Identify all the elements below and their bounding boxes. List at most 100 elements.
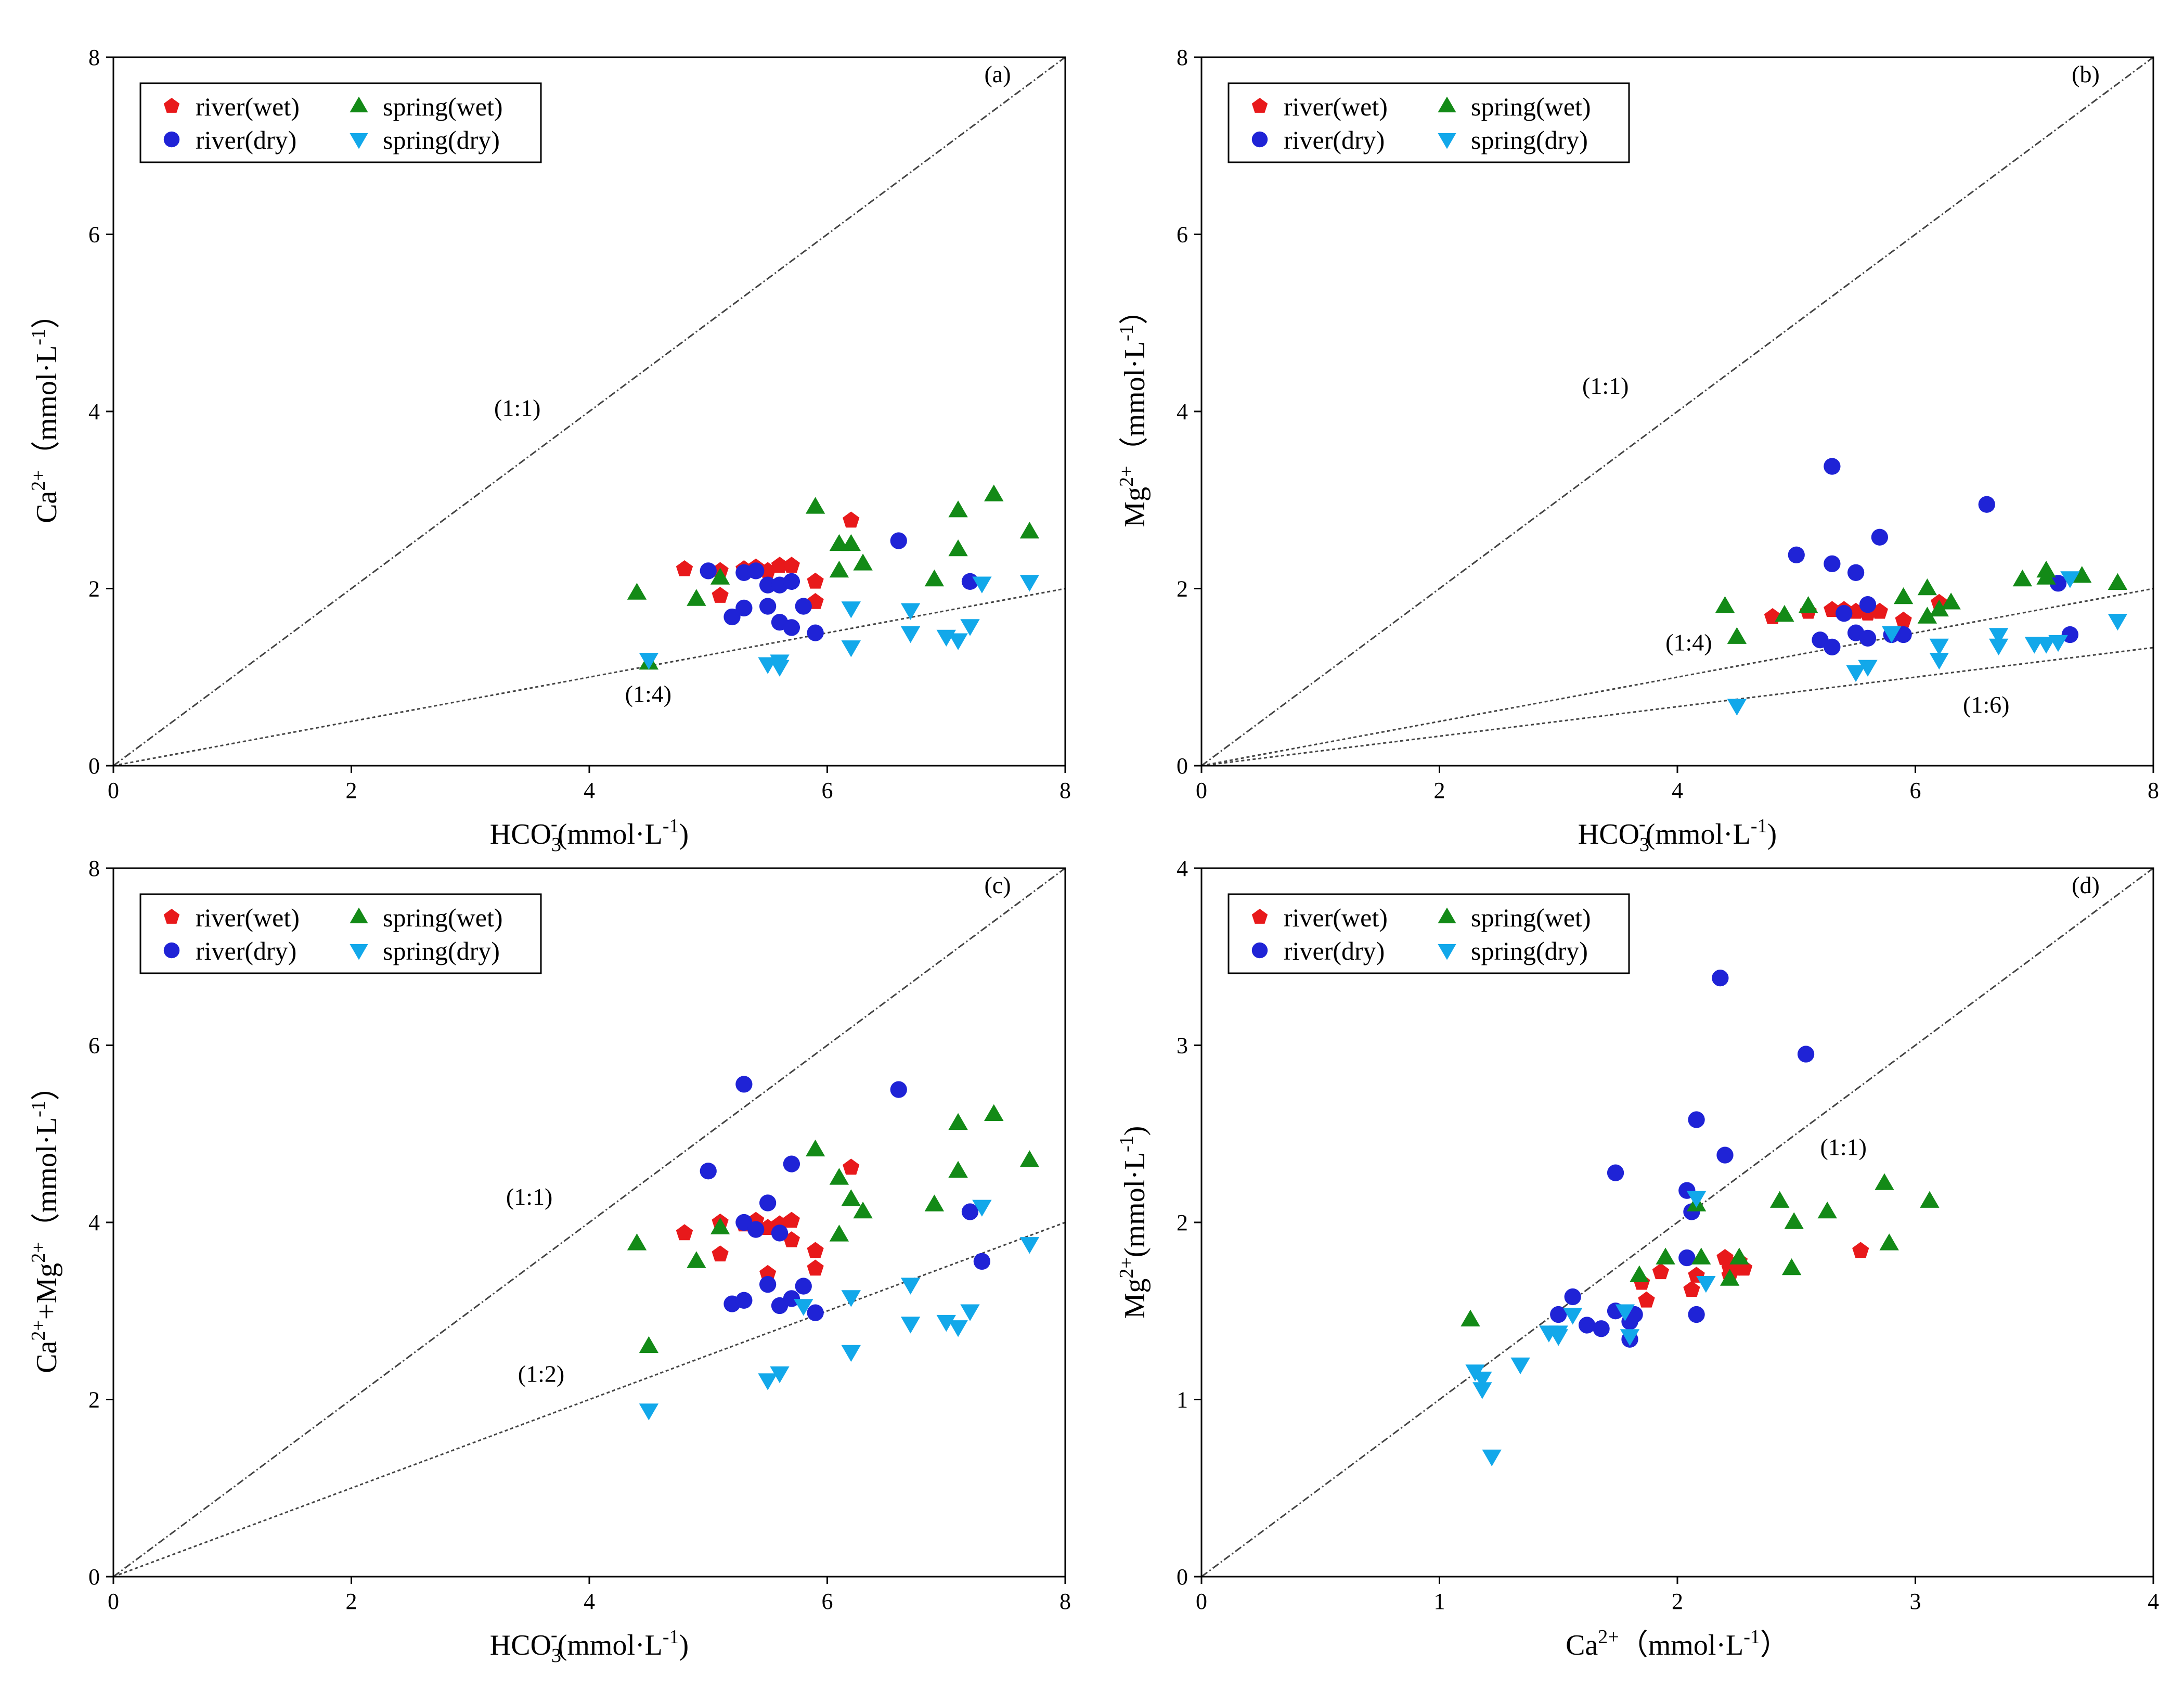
data-point-spring-wet xyxy=(2012,569,2033,587)
data-point-river-dry xyxy=(700,562,717,579)
x-tick-label: 0 xyxy=(1196,1589,1207,1614)
legend: river(wet) river(dry) spring(wet) spring(dr… xyxy=(1227,82,1630,163)
legend-label: spring(dry) xyxy=(1471,936,1588,965)
data-point-spring-wet xyxy=(1879,1233,1899,1250)
data-point-spring-dry xyxy=(841,601,861,618)
y-tick-label: 2 xyxy=(88,1387,100,1413)
data-point-river-dry xyxy=(1847,564,1865,582)
data-point-river-dry xyxy=(759,598,777,615)
data-point-river-dry xyxy=(747,562,765,579)
data-point-spring-dry xyxy=(639,1403,659,1421)
data-point-spring-wet xyxy=(1917,607,1937,624)
data-point-spring-wet xyxy=(2072,566,2092,583)
data-point-spring-wet xyxy=(948,1161,968,1178)
data-point-river-dry xyxy=(1836,605,1853,622)
data-point-river-wet xyxy=(1638,1291,1655,1308)
y-tick-label: 8 xyxy=(1177,45,1188,70)
data-point-spring-wet xyxy=(1630,1265,1649,1282)
data-point-spring-dry xyxy=(1548,1329,1568,1346)
data-point-spring-dry xyxy=(758,1373,778,1390)
legend-box xyxy=(1227,893,1630,974)
reference-line-label: (1:1) xyxy=(1820,1134,1867,1161)
legend-marker-river-wet xyxy=(163,98,180,113)
data-point-river-dry xyxy=(2061,626,2079,643)
y-axis-title: Ca2+（mmol·L-1） xyxy=(28,300,63,523)
data-point-river-dry xyxy=(735,599,753,617)
data-point-river-dry xyxy=(1678,1249,1696,1267)
y-tick-label: 0 xyxy=(1177,1564,1188,1590)
legend-marker-river-dry xyxy=(163,942,180,959)
data-point-spring-dry xyxy=(841,1290,861,1307)
legend: river(wet) river(dry) spring(wet) spring(dr… xyxy=(1227,893,1630,974)
x-tick-label: 6 xyxy=(822,1589,833,1614)
legend: river(wet) river(dry) spring(wet) spring(dr… xyxy=(139,893,542,974)
data-point-spring-wet xyxy=(805,497,825,514)
x-axis-title: HCO3-(mmol·L-1) xyxy=(1578,813,1777,856)
y-tick-label: 8 xyxy=(88,856,100,881)
data-point-spring-wet xyxy=(687,589,706,606)
data-point-spring-wet xyxy=(1781,1258,1802,1275)
data-point-spring-dry xyxy=(841,1345,861,1362)
legend-marker-river-dry xyxy=(1251,131,1268,148)
data-point-spring-dry xyxy=(770,660,790,677)
x-tick-label: 8 xyxy=(1059,1589,1071,1614)
data-point-spring-dry xyxy=(960,1304,980,1321)
y-tick-label: 8 xyxy=(88,45,100,70)
data-point-spring-dry xyxy=(1929,653,1949,670)
data-point-river-dry xyxy=(1712,969,1729,987)
data-point-river-dry xyxy=(795,1278,812,1295)
data-point-spring-wet xyxy=(1775,605,1794,622)
legend-marker-spring-wet xyxy=(350,96,368,112)
data-point-river-dry xyxy=(759,1194,777,1211)
y-tick-label: 0 xyxy=(88,753,100,779)
y-axis-title: Mg2+（mmol·L-1） xyxy=(1116,295,1151,527)
data-point-spring-wet xyxy=(1798,596,1818,613)
data-point-river-dry xyxy=(961,1203,979,1220)
data-point-spring-wet xyxy=(1715,596,1735,613)
data-point-river-dry xyxy=(1607,1164,1624,1181)
data-point-spring-wet xyxy=(1656,1247,1675,1265)
x-tick-label: 0 xyxy=(108,1589,119,1614)
reference-line-label: (1:4) xyxy=(625,680,671,707)
panel-tag: (d) xyxy=(2072,872,2100,898)
data-point-river-dry xyxy=(700,1163,717,1180)
data-point-spring-dry xyxy=(2036,637,2056,654)
data-point-spring-dry xyxy=(1988,638,2009,655)
data-point-spring-dry xyxy=(1482,1449,1502,1466)
data-point-spring-dry xyxy=(770,1366,790,1383)
data-point-spring-wet xyxy=(2108,573,2128,590)
data-point-spring-dry xyxy=(639,653,659,670)
data-point-spring-dry xyxy=(900,1317,921,1334)
data-point-spring-wet xyxy=(924,569,945,587)
reference-line-label: (1:1) xyxy=(506,1183,552,1210)
legend-label: spring(wet) xyxy=(1471,903,1591,932)
y-tick-label: 3 xyxy=(1177,1033,1188,1059)
data-point-river-wet xyxy=(783,1211,800,1228)
data-point-river-dry xyxy=(807,1304,824,1321)
data-point-spring-dry xyxy=(1846,665,1866,682)
data-point-spring-dry xyxy=(948,633,968,650)
data-point-river-wet xyxy=(807,1242,824,1258)
legend-marker-spring-wet xyxy=(350,907,368,923)
data-point-river-dry xyxy=(795,598,812,615)
data-point-spring-dry xyxy=(1988,628,2009,645)
x-tick-label: 2 xyxy=(346,778,357,803)
data-point-river-dry xyxy=(1824,638,1841,656)
series-spring-dry xyxy=(639,575,1040,677)
x-tick-label: 0 xyxy=(108,778,119,803)
data-point-river-wet xyxy=(807,1259,824,1276)
data-point-river-wet xyxy=(676,560,693,576)
reference-line-1-4 xyxy=(1201,588,2153,766)
data-point-river-dry xyxy=(759,576,777,594)
legend-marker-river-dry xyxy=(1251,942,1268,959)
data-point-spring-dry xyxy=(948,1320,968,1337)
legend-label: spring(dry) xyxy=(383,125,500,154)
legend-label: spring(dry) xyxy=(383,936,500,965)
y-axis-title: Ca2++Mg2+（mmol·L-1） xyxy=(28,1072,63,1373)
data-point-spring-wet xyxy=(627,1233,647,1250)
x-tick-label: 2 xyxy=(1672,1589,1683,1614)
data-point-spring-wet xyxy=(1770,1191,1790,1208)
data-point-spring-wet xyxy=(853,553,873,571)
legend-marker-spring-dry xyxy=(350,944,368,960)
